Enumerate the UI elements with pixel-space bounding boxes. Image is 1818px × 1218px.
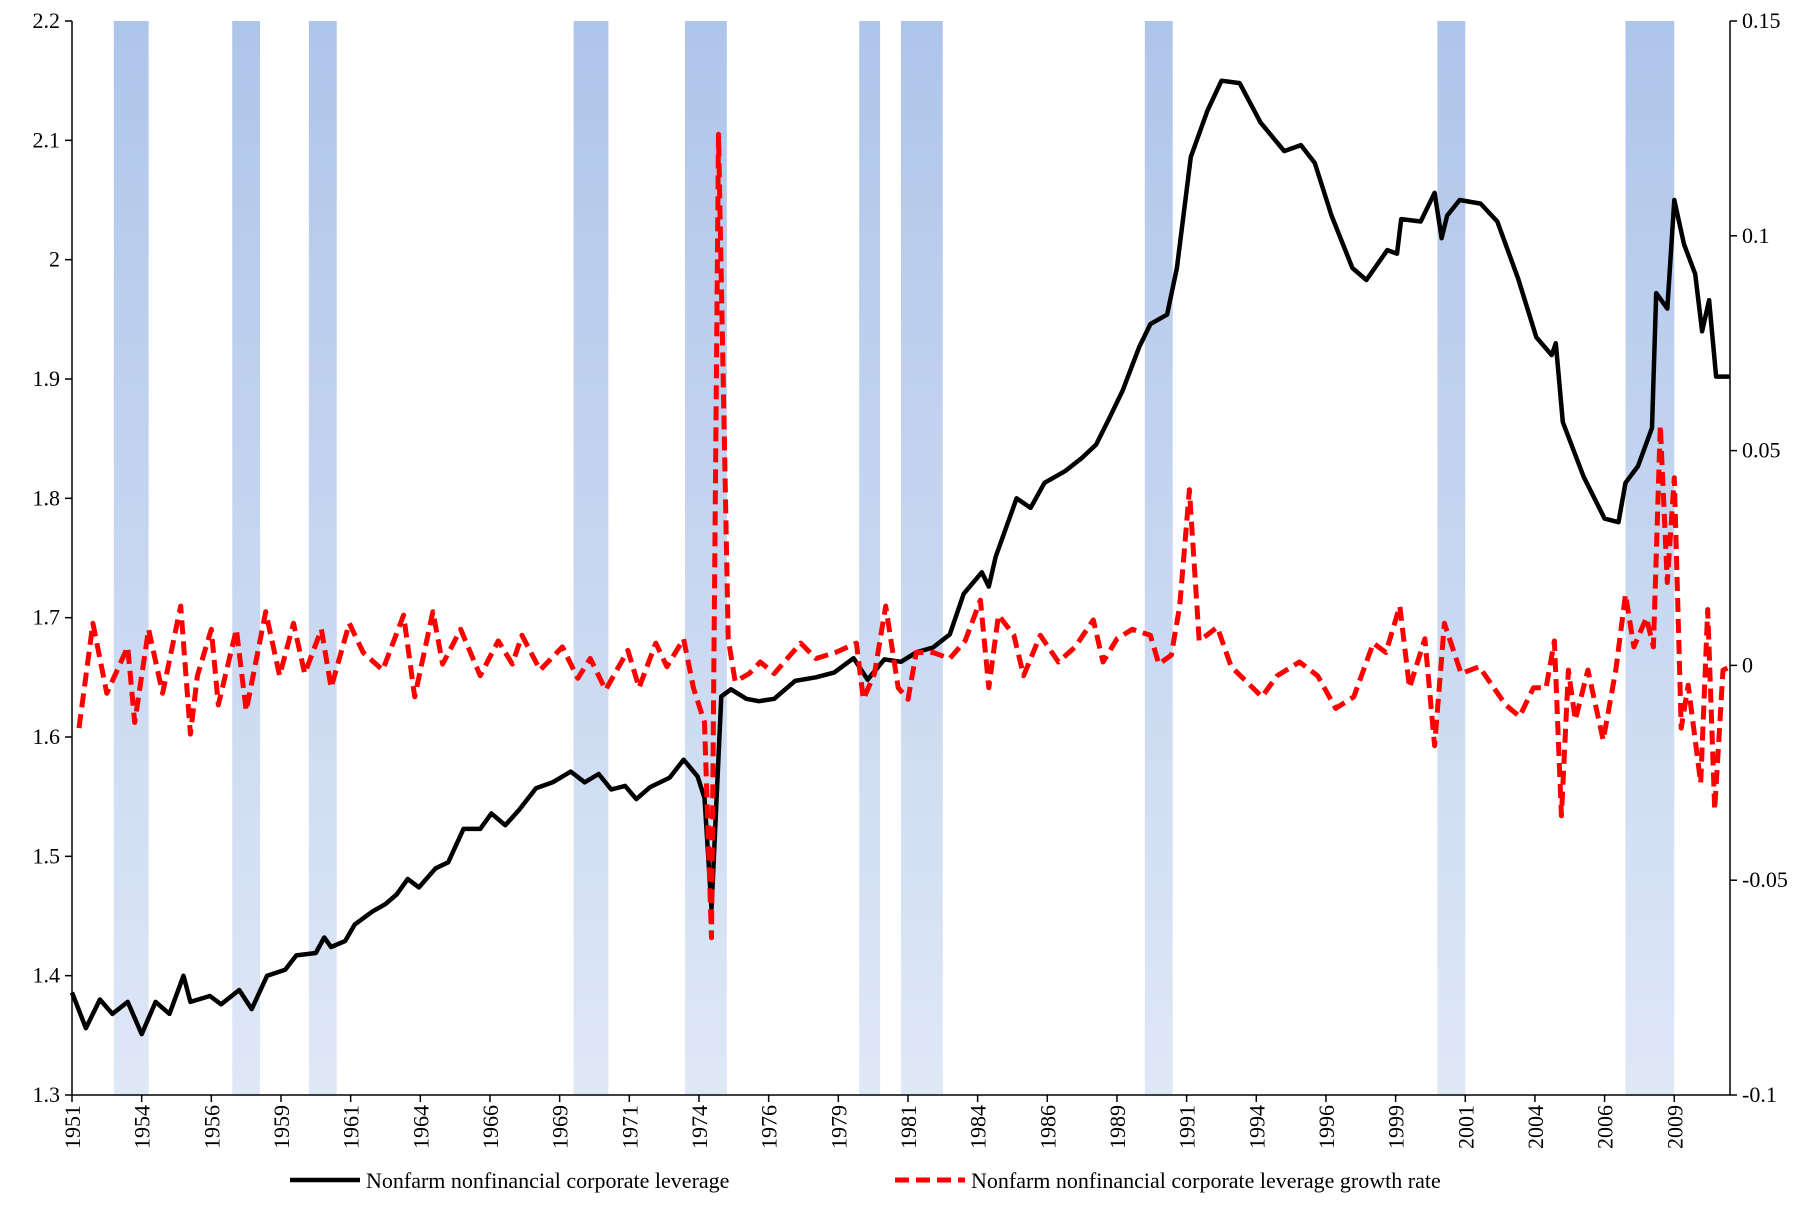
x-tick-label: 1984	[966, 1105, 991, 1149]
x-tick-label: 1964	[408, 1105, 433, 1149]
y-tick-label: 1.7	[33, 605, 61, 630]
x-tick-label: 1956	[199, 1105, 224, 1149]
x-tick-label: 1971	[617, 1105, 642, 1149]
legend-label: Nonfarm nonfinancial corporate leverage	[366, 1168, 729, 1193]
series-line	[69, 78, 1730, 1037]
x-tick-label: 1999	[1384, 1105, 1409, 1149]
x-tick-label: 2006	[1593, 1105, 1618, 1149]
shaded-period	[308, 21, 337, 1095]
shaded-period	[859, 21, 881, 1095]
y2-tick-label: 0.1	[1742, 223, 1770, 248]
y-tick-label: 2.2	[33, 8, 61, 33]
x-tick-label: 1976	[757, 1105, 782, 1149]
y-tick-label: 1.3	[33, 1082, 61, 1107]
plot: 1.3 1.4 1.5 1.6 1.7 1.8 1.9 2 2.1 2.2 -0.1 -0.05 0 0.…	[33, 8, 1788, 1193]
y-tick-label: 1.6	[33, 724, 61, 749]
y2-tick-label: -0.1	[1742, 1082, 1777, 1107]
shaded-period	[232, 21, 261, 1095]
x-tick-label: 1974	[687, 1105, 712, 1149]
x-tick-label: 1954	[130, 1105, 155, 1149]
x-tick-label: 1961	[339, 1105, 364, 1149]
x-tick-label: 1951	[60, 1105, 85, 1149]
shaded-period	[573, 21, 609, 1095]
y2-tick-label: -0.05	[1742, 867, 1788, 892]
x-tick-label: 2009	[1662, 1105, 1687, 1149]
x-tick-label: 1986	[1035, 1105, 1060, 1149]
x-tick-label: 1979	[826, 1105, 851, 1149]
series-line	[76, 131, 1730, 941]
legend-label: Nonfarm nonfinancial corporate leverage …	[971, 1168, 1441, 1193]
x-tick-label: 1996	[1314, 1105, 1339, 1149]
y-tick-label: 1.8	[33, 485, 61, 510]
y-tick-label: 1.4	[33, 963, 61, 988]
shaded-period	[1144, 21, 1173, 1095]
x-tick-label: 1991	[1175, 1105, 1200, 1149]
x-tick-label: 2004	[1523, 1105, 1548, 1149]
shaded-period	[901, 21, 943, 1095]
shaded-period	[113, 21, 149, 1095]
y-tick-label: 1.5	[33, 843, 61, 868]
y-tick-label: 2.1	[33, 127, 61, 152]
x-tick-label: 2001	[1453, 1105, 1478, 1149]
y2-tick-label: 0.15	[1742, 8, 1781, 33]
x-tick-label: 1981	[896, 1105, 921, 1149]
x-tick-label: 1989	[1105, 1105, 1130, 1149]
x-tick-label: 1994	[1244, 1105, 1269, 1149]
y2-tick-label: 0	[1742, 652, 1753, 677]
y2-tick-label: 0.05	[1742, 438, 1781, 463]
y-tick-label: 1.9	[33, 366, 61, 391]
x-tick-label: 1969	[548, 1105, 573, 1149]
y-tick-label: 2	[49, 247, 60, 272]
x-tick-label: 1959	[269, 1105, 294, 1149]
x-tick-label: 1966	[478, 1105, 503, 1149]
shaded-period	[1437, 21, 1466, 1095]
